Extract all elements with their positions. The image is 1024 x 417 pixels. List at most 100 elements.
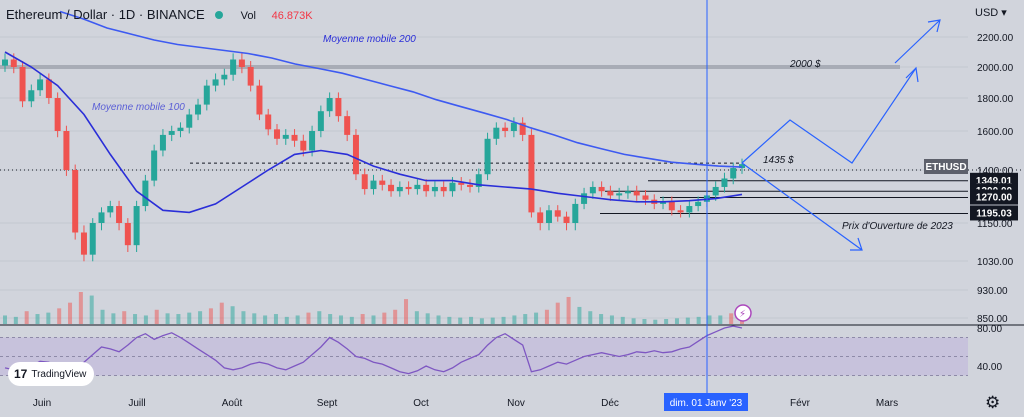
symbol-title[interactable]: Ethereum / Dollar · 1D · BINANCE — [6, 7, 205, 22]
candle — [686, 206, 693, 213]
volume-bar — [143, 315, 148, 324]
candle — [730, 168, 737, 179]
candle — [484, 138, 491, 175]
price-label-box — [924, 159, 968, 174]
volume-bar — [306, 312, 311, 324]
price-label-box — [970, 189, 1018, 205]
y-tick-label: 850.00 — [977, 314, 1008, 325]
candle — [80, 232, 87, 255]
arrow-head — [850, 237, 863, 251]
y-axis: 2200.00 2000.00 1800.00 1600.00 1400.00 1150.… — [977, 33, 1014, 373]
volume-bar — [263, 315, 268, 324]
volume-bar — [436, 315, 441, 324]
bear-arrow — [741, 162, 863, 251]
y-tick-label: 1800.00 — [977, 94, 1014, 105]
volume-bar — [534, 312, 539, 324]
volume-bar — [664, 319, 669, 324]
candle — [300, 140, 307, 151]
price-series — [2, 53, 745, 262]
candle — [668, 201, 675, 211]
volume-bar — [111, 313, 116, 324]
candle — [28, 90, 35, 102]
volume-bar — [414, 311, 419, 324]
candle — [335, 98, 342, 117]
candle — [177, 127, 184, 131]
volume-bar — [523, 314, 528, 324]
candle — [677, 210, 684, 213]
candle — [458, 182, 465, 185]
candle — [423, 184, 430, 192]
chevron-down-icon: ▾ — [1001, 7, 1007, 19]
volume-bar — [100, 309, 105, 324]
candle — [616, 193, 623, 196]
volume-bar — [599, 314, 604, 324]
volume-bar — [469, 316, 474, 324]
volume-bar — [198, 311, 203, 324]
y-tick-label: 1150.00 — [977, 219, 1013, 230]
volume-bar — [3, 315, 7, 324]
ma200-line — [59, 10, 743, 168]
market-status-icon — [214, 11, 223, 20]
volume-bar — [35, 314, 40, 324]
volume-bar — [425, 313, 430, 324]
volume-bar — [393, 309, 398, 324]
candle — [195, 104, 202, 115]
candle — [186, 114, 193, 128]
candle — [510, 122, 517, 131]
x-tick-label: Oct — [413, 398, 429, 409]
tradingview-label: TradingView — [31, 368, 87, 380]
x-tick-label: Juin — [33, 398, 51, 409]
level-2000-label: 2000 $ — [789, 59, 821, 70]
volume-bar — [360, 314, 365, 324]
volume-bar — [544, 309, 549, 324]
volume-bar — [78, 292, 83, 324]
candle — [440, 186, 447, 192]
currency-selector[interactable]: USD ▾ — [975, 6, 1007, 19]
volume-bar — [187, 312, 192, 324]
volume-bar — [696, 316, 701, 324]
volume-bar — [501, 316, 506, 324]
price-label: 1349.01 — [976, 176, 1013, 187]
x-tick-label: dim. 01 Janv '23 — [670, 398, 743, 409]
candle — [63, 131, 70, 170]
candle — [660, 201, 667, 204]
volume-bar — [273, 314, 278, 324]
annotations: Moyenne mobile 200 Moyenne mobile 100 20… — [92, 34, 953, 232]
ma200-label: Moyenne mobile 200 — [323, 34, 416, 45]
currency-label: USD — [975, 7, 999, 19]
candle — [291, 134, 298, 141]
volume-bar — [718, 315, 723, 324]
volume-bar — [295, 315, 300, 324]
volume-bar — [566, 296, 571, 324]
candle — [581, 193, 588, 204]
candle — [72, 170, 79, 233]
candle — [589, 186, 596, 194]
volume-bar — [631, 318, 636, 324]
gear-icon[interactable]: ⚙ — [985, 393, 1001, 412]
candle — [10, 59, 17, 67]
symbol-header: Ethereum / Dollar · 1D · BINANCE Vol 46.8… — [6, 7, 313, 22]
candle — [221, 74, 228, 80]
candle — [624, 191, 631, 194]
candle — [388, 184, 395, 192]
volume-bar — [512, 315, 517, 324]
candle — [238, 59, 245, 67]
volume-bar — [729, 313, 734, 324]
volume-bar — [555, 302, 560, 324]
candle — [712, 186, 719, 196]
volume-bar — [349, 316, 354, 324]
volume-bars — [3, 292, 744, 324]
candle — [212, 79, 219, 86]
event-flag-icon[interactable] — [734, 304, 752, 322]
volume-bar — [642, 319, 647, 324]
tv-icon: 17 — [14, 367, 28, 381]
tradingview-logo[interactable]: 17 TradingView — [8, 362, 94, 386]
candle — [563, 216, 570, 223]
x-tick-label: Févr — [790, 398, 811, 409]
horizontal-levels — [0, 65, 1024, 214]
candle — [431, 186, 438, 192]
candle — [124, 223, 131, 246]
candle — [98, 212, 105, 223]
price-label: 1195.03 — [976, 208, 1012, 219]
